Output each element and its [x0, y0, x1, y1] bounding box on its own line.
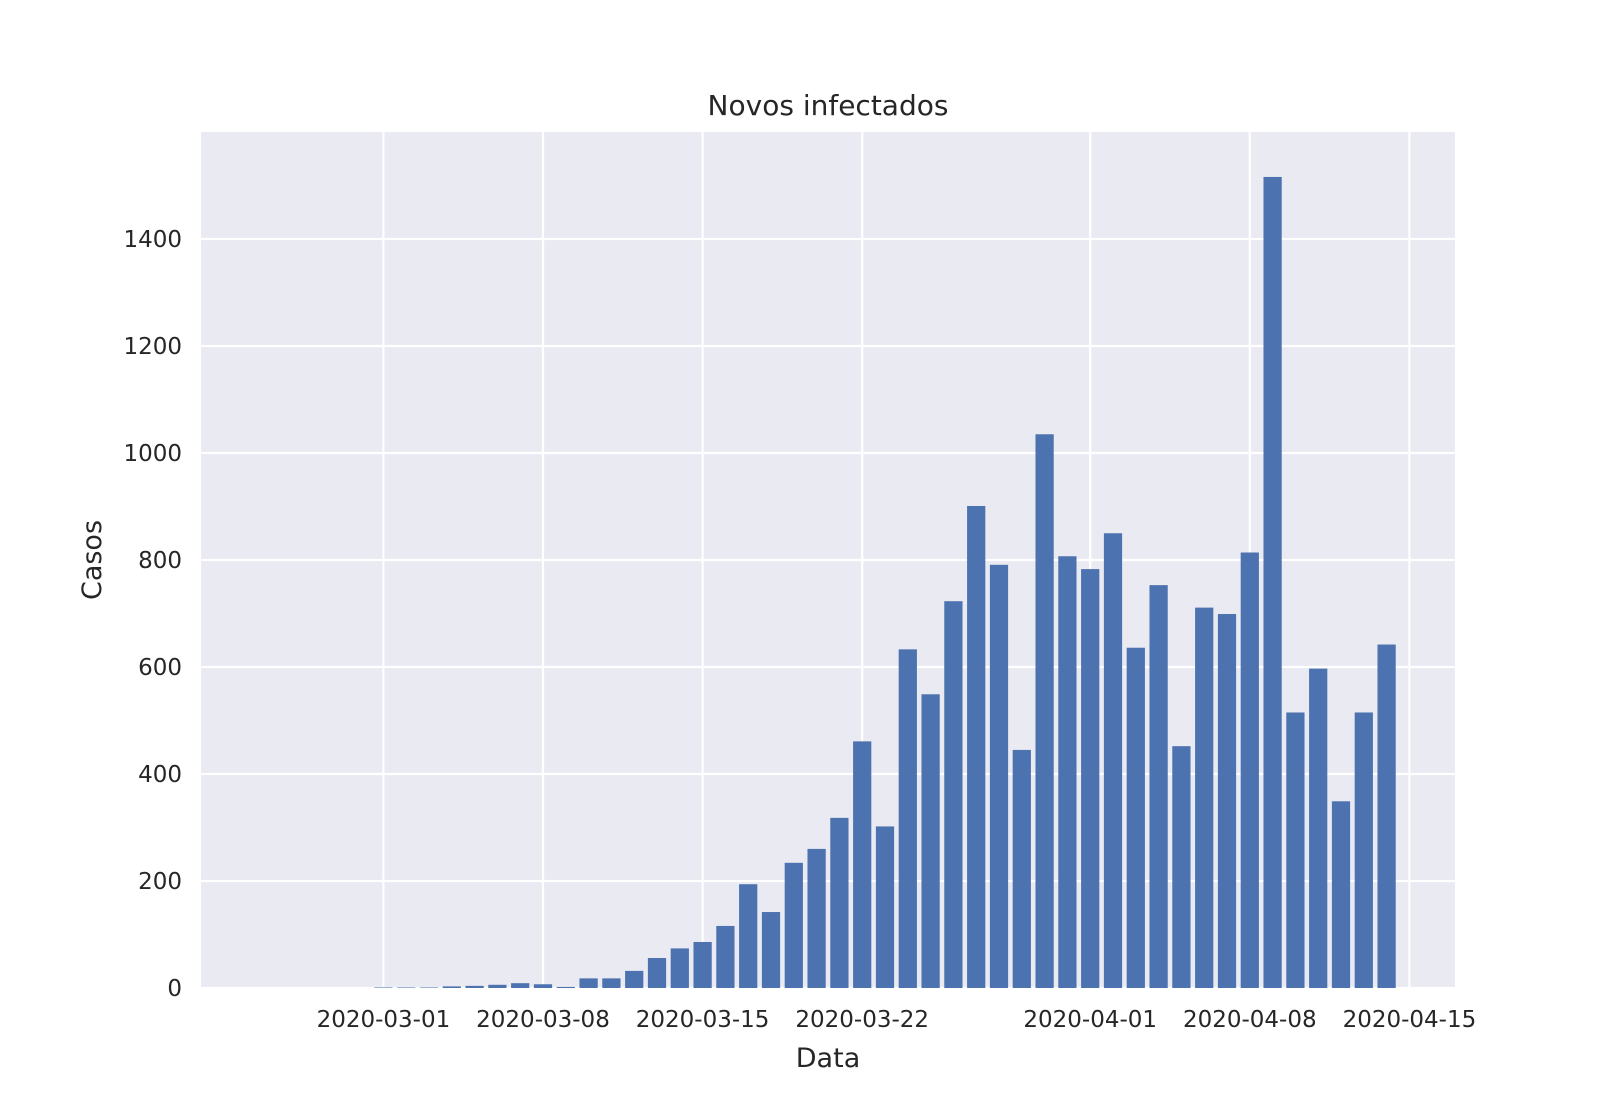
x-axis-label: Data [796, 1043, 860, 1074]
bar-2020-03-05 [465, 985, 484, 988]
bar-2020-03-11 [602, 978, 621, 988]
bar-2020-03-25 [921, 694, 940, 988]
x-tick-label: 2020-03-01 [317, 1007, 451, 1033]
bar-2020-03-02 [397, 987, 416, 988]
y-tick-label: 400 [138, 762, 182, 788]
y-tick-label: 1000 [123, 441, 182, 467]
bar-2020-03-18 [761, 912, 781, 988]
y-tick-label: 0 [167, 976, 182, 1002]
bar-2020-03-06 [488, 984, 507, 988]
x-tick-label: 2020-04-08 [1183, 1007, 1317, 1033]
bar-2020-04-06 [1195, 607, 1214, 988]
bar-2020-03-04 [442, 986, 461, 988]
bar-2020-04-07 [1217, 614, 1237, 988]
bar-2020-03-29 [1012, 749, 1031, 988]
bar-2020-04-13 [1354, 712, 1373, 988]
y-tick-labels: 0 200 400 600 800 1000 1200 1400 [123, 227, 182, 1002]
bar-2020-03-31 [1058, 556, 1077, 988]
bar-2020-03-21 [830, 817, 849, 988]
x-tick-label: 2020-04-15 [1343, 1007, 1477, 1033]
bar-2020-04-14 [1377, 644, 1396, 988]
bar-2020-04-11 [1309, 668, 1328, 988]
bar-2020-03-27 [967, 505, 986, 988]
bar-2020-03-10 [579, 978, 598, 988]
bars [374, 176, 1396, 988]
y-tick-label: 1400 [123, 227, 182, 253]
x-tick-labels: 2020-03-01 2020-03-08 2020-03-15 2020-03-22… [317, 1007, 1477, 1033]
bar-2020-03-23 [875, 826, 895, 988]
bar-2020-03-20 [807, 848, 826, 988]
bar-2020-04-08 [1240, 552, 1259, 988]
y-tick-label: 200 [138, 869, 182, 895]
bar-2020-03-01 [374, 987, 393, 988]
bar-2020-04-04 [1149, 585, 1168, 988]
bar-2020-03-12 [625, 970, 644, 988]
bar-2020-03-28 [989, 564, 1009, 988]
bar-2020-03-24 [898, 649, 917, 988]
bar-2020-03-09 [556, 986, 575, 988]
y-tick-label: 1200 [123, 334, 182, 360]
bar-2020-03-16 [716, 925, 735, 988]
bar-2020-04-05 [1172, 746, 1191, 988]
grid-lines [201, 132, 1455, 990]
bar-2020-03-17 [739, 884, 758, 988]
y-axis-label: Casos [77, 520, 108, 600]
bar-2020-03-07 [511, 983, 530, 988]
bar-2020-04-03 [1126, 647, 1145, 988]
bar-2020-04-09 [1263, 176, 1282, 988]
x-tick-label: 2020-04-01 [1023, 1007, 1157, 1033]
bar-2020-03-22 [853, 741, 872, 988]
bar-2020-03-03 [419, 987, 439, 988]
bar-2020-03-08 [533, 984, 553, 988]
x-tick-label: 2020-03-08 [476, 1007, 610, 1033]
y-tick-label: 800 [138, 548, 182, 574]
chart-title: Novos infectados [708, 89, 949, 122]
x-tick-label: 2020-03-15 [636, 1007, 770, 1033]
bar-2020-03-15 [693, 941, 712, 988]
bar-2020-03-30 [1035, 434, 1054, 988]
bar-2020-04-02 [1103, 533, 1123, 988]
bar-2020-03-14 [670, 948, 689, 988]
bar-2020-04-01 [1081, 569, 1100, 988]
bar-2020-03-19 [784, 862, 803, 988]
bar-2020-03-26 [944, 601, 963, 988]
x-tick-label: 2020-03-22 [795, 1007, 929, 1033]
y-tick-label: 600 [138, 655, 182, 681]
bar-2020-04-10 [1286, 712, 1305, 988]
bar-2020-03-13 [647, 958, 667, 988]
bar-2020-04-12 [1331, 801, 1351, 988]
